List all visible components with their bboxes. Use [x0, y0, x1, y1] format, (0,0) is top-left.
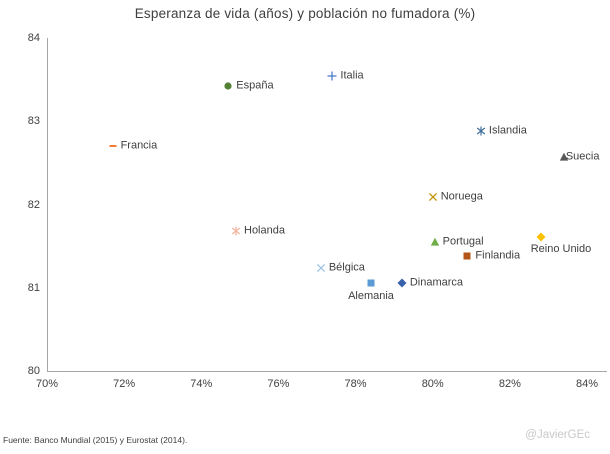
y-tick-label: 81	[27, 281, 40, 294]
data-point-label: Portugal	[442, 235, 484, 248]
data-point-holanda: Holanda	[231, 225, 285, 237]
y-axis-line	[47, 38, 48, 372]
triangle-marker-icon	[430, 237, 439, 246]
data-point-label: Bélgica	[328, 261, 365, 274]
data-point-finlandia: Finlandia	[462, 250, 520, 262]
data-point-label: Islandia	[488, 124, 527, 137]
square-marker-icon	[367, 279, 375, 287]
asterisk-marker-icon	[231, 226, 241, 236]
y-tick-label: 80	[27, 365, 40, 377]
x-tick-label: 84%	[575, 378, 599, 390]
data-point-dinamarca: Dinamarca	[397, 276, 463, 288]
data-point-label: España	[236, 79, 274, 92]
data-point-label: Francia	[120, 139, 158, 152]
y-tick-label: 84	[27, 32, 40, 44]
x-axis-line	[47, 371, 607, 372]
plus-marker-icon	[327, 71, 337, 81]
data-point-españa: España	[223, 80, 274, 92]
source-note: Fuente: Banco Mundial (2015) y Eurostat …	[3, 435, 188, 445]
data-point-bélgica: Bélgica	[316, 261, 365, 273]
circle-marker-icon	[224, 82, 232, 90]
x-tick-label: 74%	[190, 378, 213, 390]
y-tick-label: 82	[27, 198, 40, 211]
data-point-alemania: Alemania	[348, 278, 394, 302]
x-tick-label: 82%	[498, 378, 521, 390]
data-point-label: Holanda	[244, 224, 285, 237]
x-tick-label: 70%	[35, 378, 59, 390]
data-point-label: Dinamarca	[409, 276, 464, 289]
data-point-italia: Italia	[327, 70, 364, 82]
credit-watermark: @JavierGEc	[525, 429, 590, 441]
asterisk-marker-icon	[476, 126, 486, 136]
x-tick-label: 72%	[113, 378, 136, 390]
data-point-label: Italia	[340, 69, 364, 82]
x-marker-icon	[428, 192, 437, 202]
dash-marker-icon	[109, 145, 117, 148]
x-marker-icon	[316, 263, 325, 272]
data-point-suecia: Suecia	[559, 151, 599, 163]
data-point-noruega: Noruega	[428, 191, 483, 203]
triangle-marker-icon	[559, 152, 569, 161]
diamond-marker-icon	[397, 278, 407, 288]
data-point-label: Finlandia	[475, 249, 521, 262]
data-point-label: Reino Unido	[530, 242, 592, 255]
data-point-francia: Francia	[108, 140, 157, 152]
diamond-marker-icon	[536, 232, 546, 242]
square-marker-icon	[463, 252, 471, 260]
data-point-islandia: Islandia	[476, 125, 527, 137]
chart-title: Esperanza de vida (años) y población no …	[134, 6, 476, 21]
data-point-label: Alemania	[348, 289, 394, 302]
data-point-label: Noruega	[440, 190, 483, 203]
data-point-label: Suecia	[565, 150, 600, 163]
x-tick-label: 80%	[421, 378, 444, 390]
x-tick-label: 76%	[267, 378, 290, 390]
data-point-portugal: Portugal	[430, 235, 484, 247]
y-tick-label: 83	[27, 115, 40, 128]
data-point-reino-unido: Reino Unido	[531, 232, 591, 255]
x-tick-label: 78%	[344, 378, 367, 390]
